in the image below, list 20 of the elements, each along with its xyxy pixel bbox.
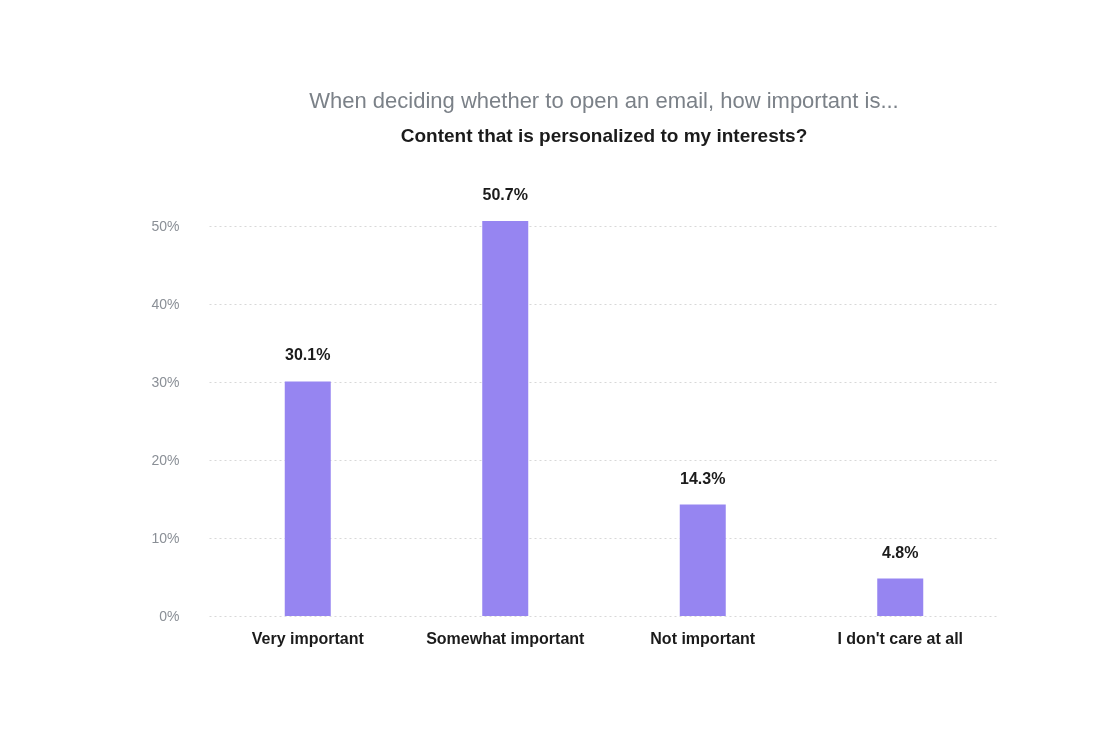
x-tick-label: Not important [650,629,756,647]
bar [284,381,331,616]
x-tick-label: Somewhat important [426,629,586,647]
y-tick-label: 40% [151,295,180,312]
y-tick-label: 0% [159,607,180,624]
y-tick-label: 30% [151,373,180,390]
y-tick-label: 20% [151,451,180,468]
bar [482,221,529,616]
x-tick-label: I don't care at all [837,629,964,647]
chart-subtitle: Content that is personalized to my interests? [400,125,808,146]
y-tick-label: 10% [151,529,180,546]
bar [877,578,924,616]
data-label: 4.8% [882,543,919,561]
x-tick-label: Very important [251,629,365,647]
bar [679,504,726,616]
y-tick-label: 50% [151,217,180,234]
data-label: 14.3% [680,469,726,487]
chart-title: When deciding whether to open an email, how important is... [309,88,899,113]
data-label: 30.1% [285,346,331,364]
data-label: 50.7% [482,186,528,203]
